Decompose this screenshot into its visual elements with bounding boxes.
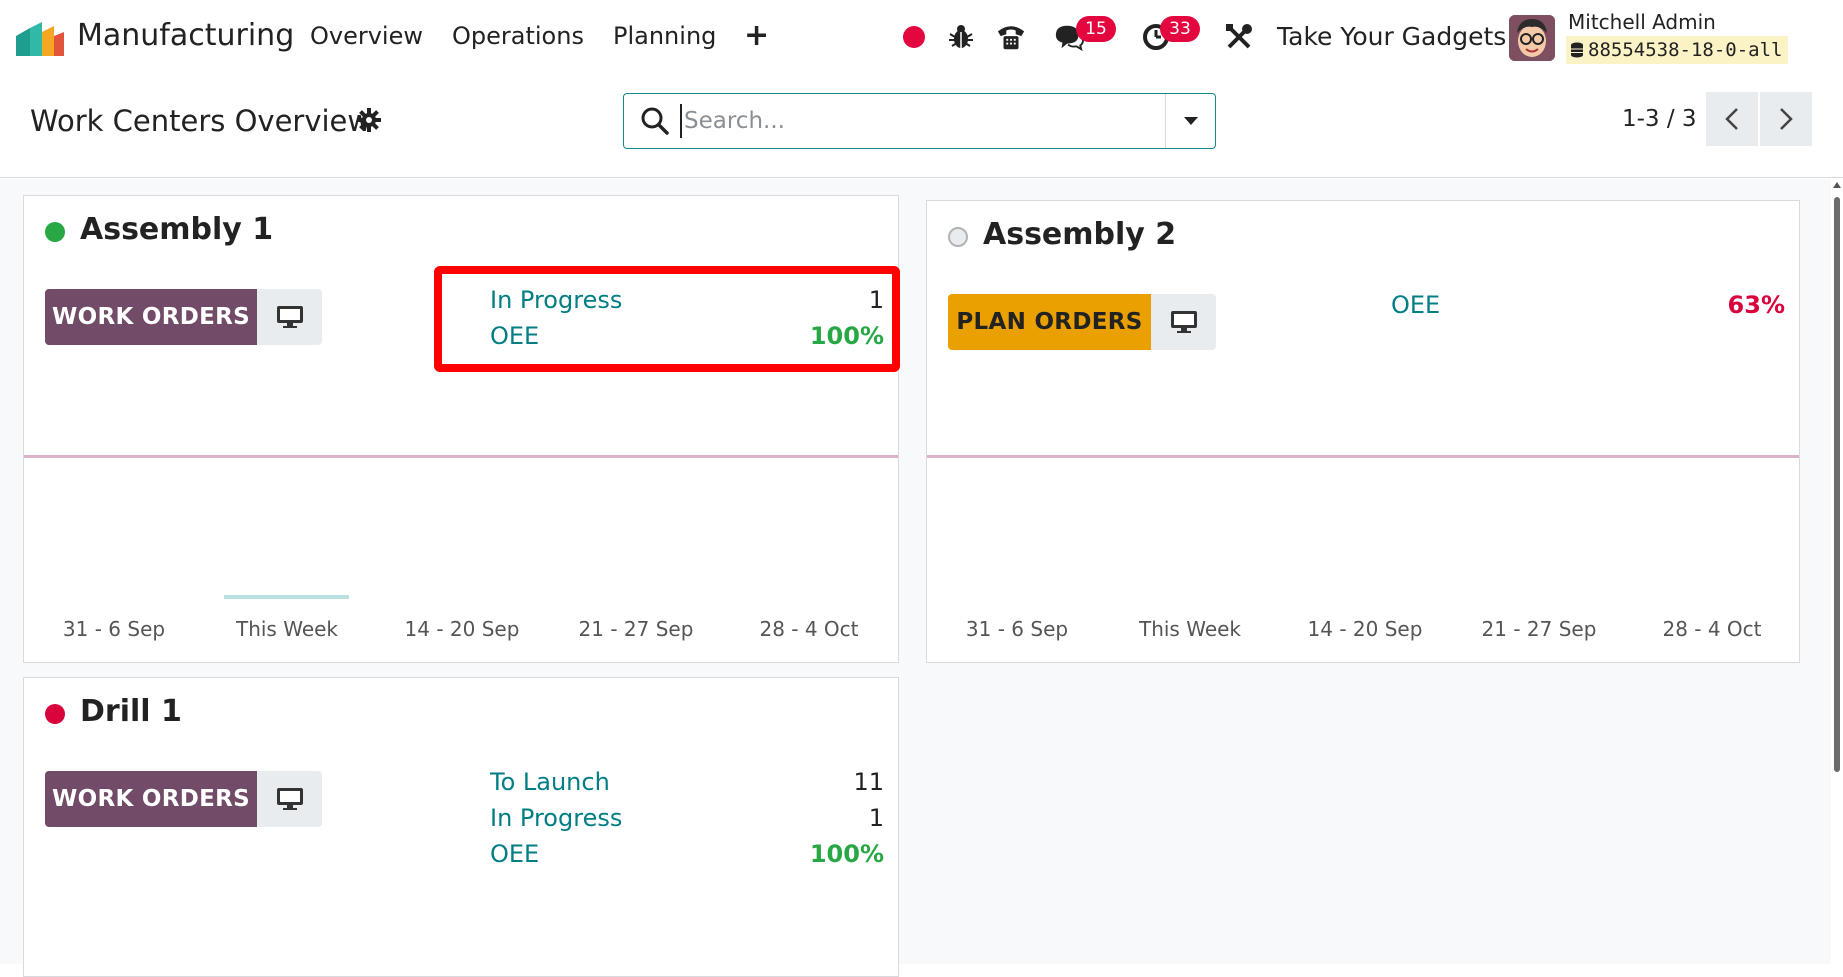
tablet-view-button[interactable] — [1151, 294, 1216, 350]
oee-value[interactable]: 100% — [809, 322, 884, 350]
card-title[interactable]: Assembly 1 — [80, 212, 274, 247]
menu-planning[interactable]: Planning — [613, 22, 717, 50]
gear-icon[interactable] — [357, 108, 381, 132]
user-name[interactable]: Mitchell Admin — [1568, 10, 1716, 34]
control-panel: Work Centers Overview 1-3 / 3 — [0, 76, 1843, 178]
x-tick: 31 - 6 Sep — [62, 617, 166, 641]
user-avatar[interactable] — [1509, 15, 1555, 61]
status-dot-red — [45, 704, 65, 724]
debug-bug-icon[interactable] — [946, 22, 976, 52]
card-title[interactable]: Assembly 2 — [983, 217, 1177, 252]
workcenter-card-assembly-2[interactable]: Assembly 2 PLAN ORDERS OEE 63% 31 - 6 Se… — [926, 200, 1800, 663]
database-name: 88554538-18-0-all — [1588, 39, 1783, 61]
work-orders-button[interactable]: WORK ORDERS — [45, 289, 257, 345]
to-launch-count[interactable]: 11 — [853, 768, 884, 796]
oee-label[interactable]: OEE — [490, 322, 540, 350]
manufacturing-app-icon[interactable] — [16, 22, 64, 56]
database-chip: 88554538-18-0-all — [1566, 36, 1789, 64]
search-icon — [641, 107, 669, 135]
company-switcher[interactable]: Take Your Gadgets — [1277, 22, 1507, 51]
pager-value[interactable]: 1-3 / 3 — [1622, 106, 1697, 132]
work-orders-button[interactable]: WORK ORDERS — [45, 771, 257, 827]
database-icon — [1571, 42, 1583, 58]
in-progress-label[interactable]: In Progress — [490, 286, 623, 314]
workcenter-card-drill-1[interactable]: Drill 1 WORK ORDERS To Launch 11 In Prog… — [23, 677, 899, 977]
monitor-icon — [276, 306, 303, 328]
top-navbar: Manufacturing Overview Operations Planni… — [0, 0, 1843, 76]
oee-value[interactable]: 63% — [1727, 291, 1785, 319]
in-progress-label[interactable]: In Progress — [490, 804, 623, 832]
phone-icon[interactable] — [996, 22, 1026, 52]
caret-down-icon — [1183, 117, 1198, 125]
x-tick: 21 - 27 Sep — [1481, 617, 1597, 641]
page-title: Work Centers Overview — [30, 104, 372, 138]
in-progress-count[interactable]: 1 — [868, 286, 884, 314]
chevron-left-icon — [1725, 108, 1738, 130]
highlight-box — [434, 266, 900, 372]
this-week-bar — [224, 595, 349, 599]
record-icon[interactable] — [899, 22, 929, 52]
pager-previous-button[interactable] — [1706, 92, 1758, 146]
search-input[interactable] — [680, 104, 1180, 138]
in-progress-count[interactable]: 1 — [868, 804, 884, 832]
x-tick: 21 - 27 Sep — [578, 617, 694, 641]
status-dot-grey — [948, 227, 968, 247]
scroll-up-arrow-icon[interactable] — [1833, 181, 1841, 189]
plan-orders-button[interactable]: PLAN ORDERS — [948, 294, 1151, 350]
oee-value[interactable]: 100% — [809, 840, 884, 868]
x-tick: This Week — [1138, 617, 1242, 641]
activity-badge: 33 — [1160, 16, 1200, 42]
status-dot-green — [45, 222, 65, 242]
oee-label[interactable]: OEE — [490, 840, 540, 868]
card-title[interactable]: Drill 1 — [80, 694, 182, 729]
to-launch-label[interactable]: To Launch — [490, 768, 610, 796]
x-tick: 28 - 4 Oct — [1662, 617, 1762, 641]
tools-icon[interactable] — [1224, 22, 1254, 52]
tablet-view-button[interactable] — [257, 771, 322, 827]
x-tick: This Week — [235, 617, 339, 641]
pager-next-button[interactable] — [1760, 92, 1812, 146]
monitor-icon — [276, 788, 303, 810]
oee-label[interactable]: OEE — [1391, 291, 1441, 319]
graph-baseline — [927, 455, 1799, 458]
chevron-right-icon — [1780, 108, 1793, 130]
tablet-view-button[interactable] — [257, 289, 322, 345]
menu-operations[interactable]: Operations — [452, 22, 584, 50]
search-box[interactable] — [623, 93, 1216, 149]
graph-baseline — [24, 455, 898, 458]
x-tick: 14 - 20 Sep — [1307, 617, 1423, 641]
scrollbar[interactable] — [1831, 179, 1843, 964]
app-name[interactable]: Manufacturing — [77, 18, 295, 53]
x-tick: 28 - 4 Oct — [759, 617, 859, 641]
menu-overview[interactable]: Overview — [310, 22, 423, 50]
monitor-icon — [1170, 311, 1197, 333]
x-tick: 31 - 6 Sep — [965, 617, 1069, 641]
new-menu-plus-icon[interactable]: + — [744, 18, 770, 53]
scrollbar-thumb[interactable] — [1834, 197, 1840, 772]
x-tick: 14 - 20 Sep — [404, 617, 520, 641]
chat-badge: 15 — [1076, 16, 1116, 42]
search-options-toggle[interactable] — [1165, 94, 1215, 148]
